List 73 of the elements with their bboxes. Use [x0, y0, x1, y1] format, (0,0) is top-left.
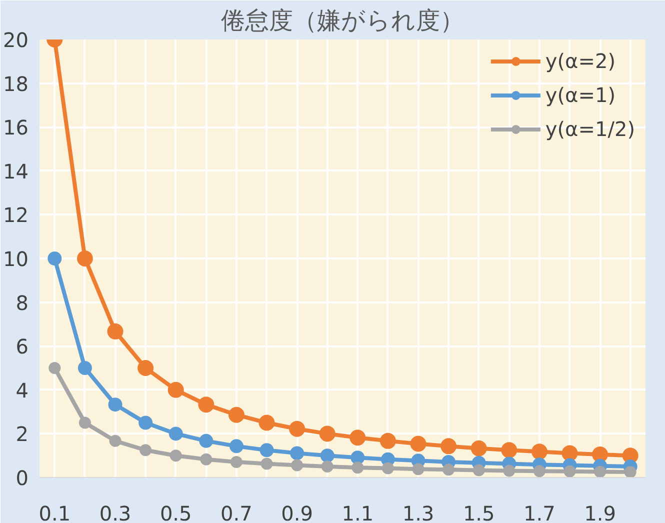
point [48, 252, 62, 266]
x-tick-label: 0.3 [99, 502, 132, 523]
point [350, 430, 366, 446]
point [472, 464, 485, 476]
legend-label: y(α=1) [545, 83, 616, 107]
point [228, 406, 244, 423]
point [48, 362, 61, 374]
y-tick-label: 2 [16, 422, 29, 446]
point [230, 456, 242, 468]
point [352, 462, 364, 474]
point [170, 450, 182, 462]
legend-label: y(α=1/2) [545, 117, 635, 141]
x-tick-label: 1.5 [462, 502, 495, 523]
point [501, 442, 518, 458]
point [410, 436, 426, 452]
point [260, 443, 274, 458]
y-tick-label: 16 [3, 116, 29, 140]
point [533, 465, 546, 478]
x-tick-label: 1.1 [342, 502, 374, 523]
y-tick-label: 18 [3, 72, 29, 96]
point [503, 464, 516, 477]
point [319, 426, 336, 442]
point [531, 444, 548, 460]
point [138, 360, 154, 376]
point [380, 432, 396, 449]
point [564, 465, 576, 478]
y-tick-label: 4 [16, 378, 29, 402]
y-tick-label: 8 [16, 290, 29, 315]
point [200, 453, 212, 466]
point [138, 416, 153, 430]
legend-label: y(α=2) [545, 49, 616, 73]
y-tick-label: 0 [16, 466, 29, 490]
point [321, 460, 334, 473]
y-tick-label: 12 [3, 203, 29, 228]
point [199, 434, 214, 448]
y-tick-label: 10 [3, 247, 29, 271]
point [594, 466, 606, 478]
x-tick-label: 1.3 [402, 502, 434, 523]
point [291, 459, 304, 472]
point [562, 445, 578, 462]
point [78, 361, 92, 375]
point [440, 438, 457, 454]
point [290, 446, 304, 460]
point [76, 250, 93, 266]
point [109, 434, 122, 447]
x-tick-label: 0.1 [38, 502, 71, 523]
x-tick-label: 1.9 [584, 502, 616, 523]
point [382, 462, 394, 474]
point [412, 463, 424, 476]
point [258, 414, 275, 431]
point [108, 398, 122, 412]
point [320, 448, 334, 463]
point [350, 450, 365, 465]
x-tick-label: 1.7 [524, 502, 556, 523]
point [168, 382, 184, 398]
y-tick-label: 6 [16, 334, 29, 359]
point [470, 440, 487, 456]
point [107, 323, 124, 340]
point [168, 426, 183, 441]
y-tick-label: 20 [3, 28, 29, 52]
y-tick-label: 14 [3, 159, 29, 184]
point [289, 420, 306, 437]
x-tick-label: 0.9 [281, 502, 313, 523]
x-tick-label: 0.5 [160, 502, 192, 523]
point [140, 444, 152, 456]
point [229, 439, 244, 454]
point [78, 416, 91, 429]
point [260, 458, 273, 470]
point [624, 466, 636, 478]
x-tick-label: 0.7 [220, 502, 252, 523]
chart-title: 倦怠度（嫌がられ度） [221, 8, 464, 34]
point [198, 396, 214, 413]
point [442, 464, 455, 476]
